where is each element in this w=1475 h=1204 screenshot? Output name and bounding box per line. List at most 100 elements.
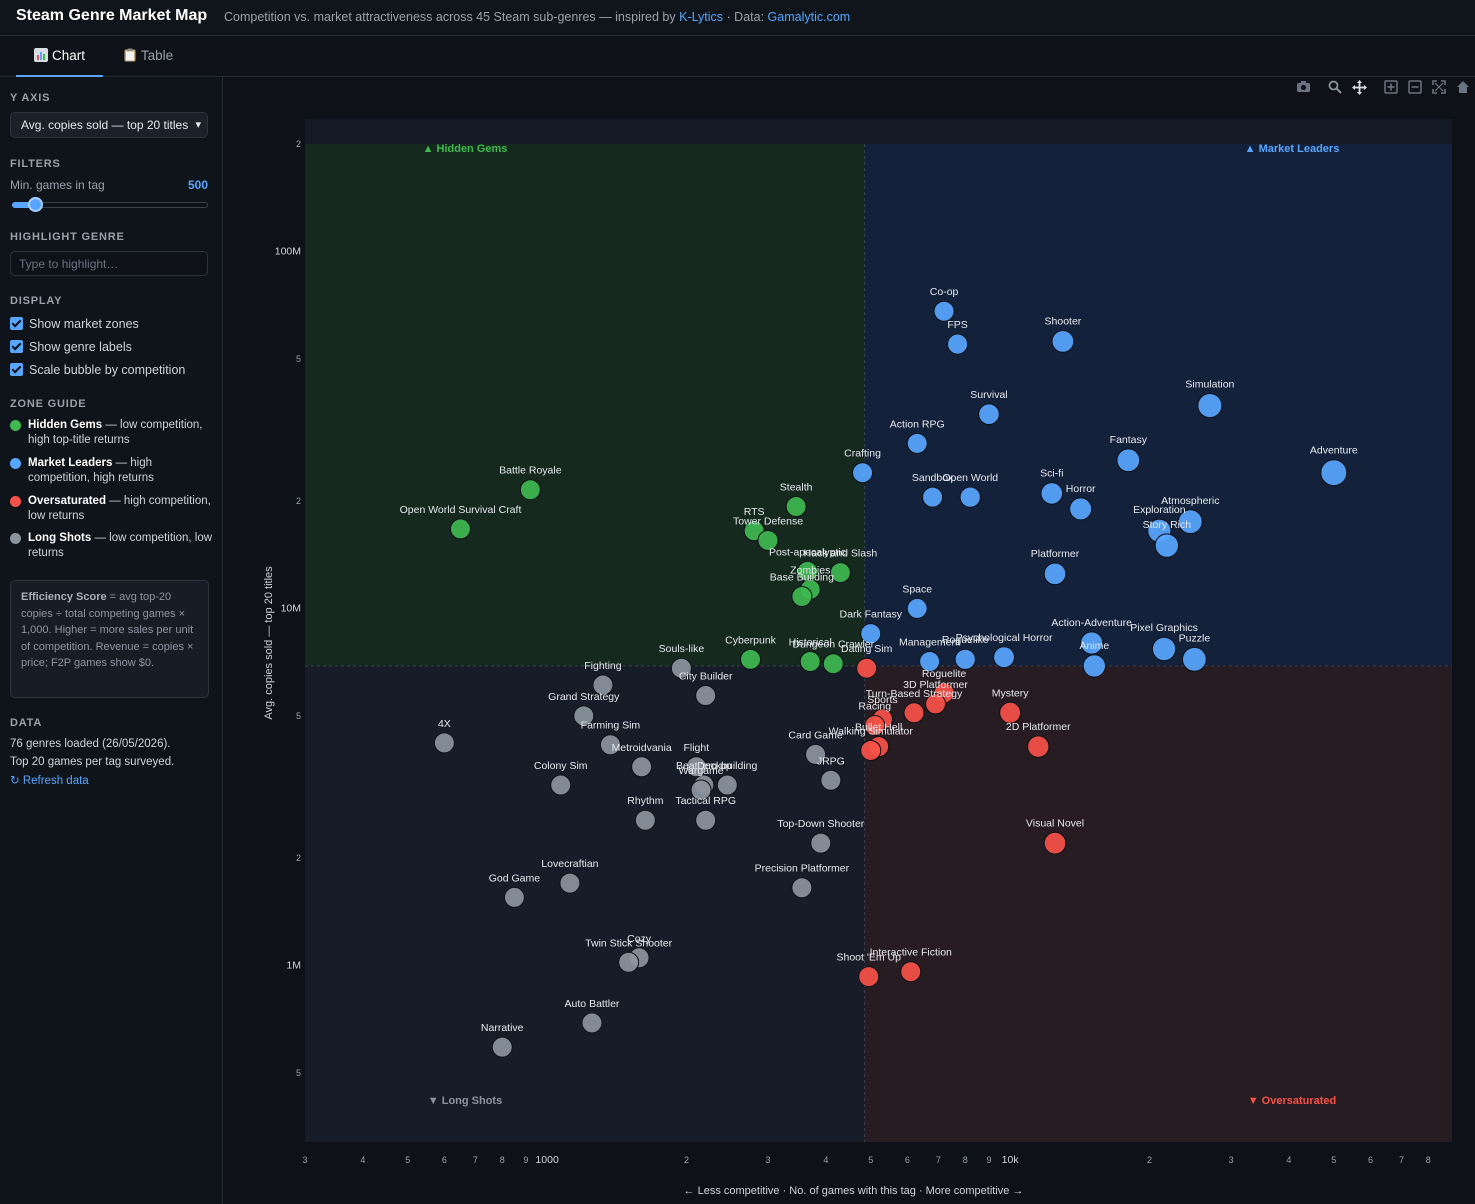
- bubble-racing[interactable]: [864, 714, 886, 736]
- bubble-adventure[interactable]: [1320, 459, 1348, 487]
- bubble-action-rpg[interactable]: [906, 432, 928, 454]
- bubble-management[interactable]: [919, 651, 941, 673]
- pan-icon[interactable]: [1350, 80, 1368, 98]
- bubble-dark-fantasy[interactable]: [860, 623, 882, 645]
- zoom-out-icon[interactable]: [1406, 80, 1424, 98]
- bubble-horror[interactable]: [1069, 497, 1093, 521]
- bubble-psychological-horror[interactable]: [993, 646, 1015, 669]
- bubble-3d-platformer[interactable]: [925, 693, 947, 715]
- y-axis-select[interactable]: Avg. copies sold — top 20 titles ▾: [10, 112, 208, 138]
- bubble-puzzle[interactable]: [1181, 646, 1207, 672]
- bubble-stealth[interactable]: [785, 495, 807, 517]
- bubble-space[interactable]: [906, 597, 928, 619]
- bubble-crafting[interactable]: [852, 462, 874, 484]
- bubble-historical[interactable]: [799, 651, 821, 673]
- bubble-base-building[interactable]: [791, 585, 813, 607]
- bubble-grand-strategy[interactable]: [573, 705, 595, 727]
- bubble-survival[interactable]: [978, 403, 1000, 426]
- bubble-battle-royale[interactable]: [519, 479, 541, 501]
- bubble-label: Anime: [1079, 640, 1109, 652]
- bubble-open-world[interactable]: [959, 486, 981, 508]
- zoom-icon[interactable]: [1326, 80, 1344, 98]
- bubble-label: RTS: [744, 506, 765, 518]
- bubble-label: Action-Adventure: [1051, 617, 1132, 629]
- autoscale-icon[interactable]: [1430, 80, 1448, 98]
- filters-section-title: FILTERS: [10, 158, 61, 170]
- bubble-interactive-fiction[interactable]: [900, 961, 922, 983]
- bubble-cyberpunk[interactable]: [740, 648, 762, 670]
- zoom-in-icon[interactable]: [1382, 80, 1400, 98]
- bubble-metroidvania[interactable]: [631, 756, 653, 778]
- zone-name: Oversaturated: [28, 495, 106, 507]
- bubble-action-adventure[interactable]: [1080, 631, 1104, 655]
- bubble-label: Psychological Horror: [956, 632, 1053, 644]
- bubble-wargame[interactable]: [690, 779, 712, 801]
- bubble-label: Battle Royale: [499, 465, 562, 477]
- bubble-god-game[interactable]: [503, 886, 525, 908]
- bubble-hack-and-slash[interactable]: [829, 562, 851, 584]
- bubble-simulation[interactable]: [1197, 393, 1223, 419]
- bubble-visual-novel[interactable]: [1043, 831, 1067, 855]
- bubble-label: Stealth: [780, 481, 813, 493]
- bubble-colony-sim[interactable]: [550, 774, 572, 796]
- scale-bubble-checkbox[interactable]: Scale bubble by competition: [10, 363, 185, 377]
- bubble-shoot-em-up[interactable]: [858, 966, 880, 988]
- bubble-mystery[interactable]: [999, 701, 1022, 724]
- bubble-anime[interactable]: [1082, 654, 1106, 678]
- bubble-dating-sim[interactable]: [856, 657, 878, 679]
- bubble-platformer[interactable]: [1043, 562, 1067, 586]
- bubble-tower-defense[interactable]: [757, 529, 779, 551]
- bubble-tactical-rpg[interactable]: [695, 809, 717, 831]
- bubble-co-op[interactable]: [933, 300, 955, 322]
- bubble-fantasy[interactable]: [1116, 448, 1141, 473]
- bubble-shooter[interactable]: [1051, 329, 1075, 353]
- gamalytic-link[interactable]: Gamalytic.com: [767, 10, 851, 24]
- bubble-auto-battler[interactable]: [581, 1012, 603, 1034]
- bubble-souls-like[interactable]: [670, 657, 692, 679]
- bubble-2d-platformer[interactable]: [1027, 735, 1050, 758]
- show-genre-labels-checkbox[interactable]: Show genre labels: [10, 340, 132, 354]
- bubble-label: Open World Survival Craft: [400, 504, 522, 516]
- gray-dot-icon: [10, 533, 21, 544]
- bubble-card-game[interactable]: [805, 743, 827, 765]
- genre-scatter-chart[interactable]: ▲ Hidden Gems ▲ Market Leaders ▼ Long Shot…: [224, 77, 1475, 1204]
- bubble-walking-simulator[interactable]: [860, 739, 882, 761]
- bubble-story-rich[interactable]: [1154, 533, 1180, 558]
- bubble-label: Colony Sim: [534, 760, 588, 772]
- highlight-genre-input[interactable]: Type to highlight…: [10, 251, 208, 276]
- bubble-sci-fi[interactable]: [1040, 482, 1064, 505]
- bubble-label: Turn-Based Strategy: [866, 688, 963, 700]
- bubble-precision-platformer[interactable]: [791, 877, 813, 899]
- bubble-flight[interactable]: [685, 756, 707, 778]
- bubble-fps[interactable]: [947, 333, 969, 355]
- bubble-label: Precision Platformer: [755, 863, 850, 875]
- bubble-pixel-graphics[interactable]: [1151, 636, 1177, 662]
- bubble-dungeon-crawler[interactable]: [822, 653, 844, 675]
- show-market-zones-checkbox[interactable]: Show market zones: [10, 317, 139, 331]
- bubble-farming-sim[interactable]: [599, 734, 621, 756]
- tab-chart[interactable]: Chart: [16, 36, 103, 77]
- tab-table[interactable]: Table: [110, 36, 186, 77]
- bubble-deckbuilding[interactable]: [716, 774, 738, 796]
- min-games-slider-thumb[interactable]: [28, 197, 43, 212]
- camera-icon[interactable]: [1294, 80, 1312, 98]
- bubble-fighting[interactable]: [592, 674, 614, 696]
- refresh-data-link[interactable]: ↻ Refresh data: [10, 775, 89, 787]
- bubble-city-builder[interactable]: [695, 685, 717, 707]
- bubble-open-world-survival-craft[interactable]: [449, 518, 471, 540]
- bubble-4x[interactable]: [433, 732, 455, 754]
- bubble-top-down-shooter[interactable]: [810, 832, 832, 854]
- bubble-roguelike[interactable]: [954, 648, 976, 670]
- bubble-lovecraftian[interactable]: [559, 872, 581, 894]
- reset-axes-icon[interactable]: [1454, 80, 1472, 98]
- bubble-jrpg[interactable]: [820, 769, 842, 791]
- bubble-sandbox[interactable]: [922, 486, 944, 508]
- bubble-rhythm[interactable]: [634, 809, 656, 831]
- bubble-atmospheric[interactable]: [1177, 509, 1203, 535]
- bubble-label: Sports: [867, 694, 897, 706]
- bubble-label: Pixel Graphics: [1130, 622, 1198, 634]
- bubble-turn-based-strategy[interactable]: [903, 702, 925, 724]
- bubble-narrative[interactable]: [491, 1036, 513, 1058]
- bubble-twin-stick-shooter[interactable]: [618, 951, 640, 973]
- k-lytics-link[interactable]: K-Lytics: [679, 10, 724, 24]
